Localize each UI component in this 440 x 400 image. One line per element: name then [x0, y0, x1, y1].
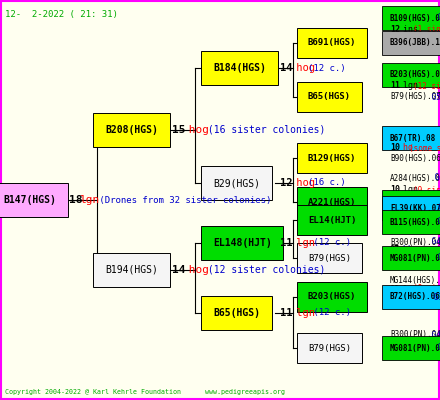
Text: 11: 11: [390, 82, 400, 90]
Text: B79(HGS): B79(HGS): [308, 344, 351, 352]
Text: B65(HGS): B65(HGS): [213, 308, 260, 318]
Text: B90(HGS).06: B90(HGS).06: [390, 154, 440, 162]
Text: (9 sister colonies): (9 sister colonies): [413, 186, 440, 194]
Text: B79(HGS).07: B79(HGS).07: [390, 92, 440, 102]
Text: 07: 07: [390, 338, 400, 346]
Text: G27 - B-xx43: G27 - B-xx43: [427, 154, 440, 162]
Text: B65(HGS): B65(HGS): [308, 92, 351, 102]
Text: 08: 08: [390, 284, 400, 294]
Text: (Drones from 32 sister colonies): (Drones from 32 sister colonies): [94, 196, 271, 204]
Text: (1 single colony): (1 single colony): [413, 26, 440, 34]
Text: G6 - MG00R: G6 - MG00R: [433, 276, 440, 284]
Text: G26 - Sinop62R: G26 - Sinop62R: [433, 38, 440, 48]
Text: 12: 12: [390, 26, 400, 34]
Text: (16 c.): (16 c.): [308, 178, 346, 188]
Text: B67(TR).08: B67(TR).08: [390, 134, 436, 142]
Text: 07: 07: [390, 246, 400, 254]
Text: EL39(KK).07: EL39(KK).07: [390, 204, 440, 212]
Text: 12: 12: [280, 178, 293, 188]
Text: lgn: lgn: [290, 238, 315, 248]
Text: ho: ho: [398, 144, 413, 152]
Text: B147(HGS): B147(HGS): [3, 195, 56, 205]
Text: B29(HGS): B29(HGS): [213, 178, 260, 188]
Text: EL148(HJT): EL148(HJT): [213, 238, 272, 248]
Text: lgn: lgn: [398, 186, 418, 194]
Text: MG081(PN).05: MG081(PN).05: [390, 254, 440, 262]
Text: G1 - Margret04R: G1 - Margret04R: [433, 344, 440, 352]
Text: (12 sister colonies): (12 sister colonies): [202, 265, 325, 275]
Text: Copyright 2004-2022 @ Karl Kehrle Foundation      www.pedigreeapis.org: Copyright 2004-2022 @ Karl Kehrle Founda…: [5, 389, 285, 395]
Text: B79(HGS): B79(HGS): [308, 254, 351, 262]
Text: G19 - Sinop72R: G19 - Sinop72R: [433, 218, 440, 226]
Text: (16 sister colonies): (16 sister colonies): [202, 125, 325, 135]
Text: B203(HGS).08: B203(HGS).08: [390, 70, 440, 80]
Text: B208(HGS): B208(HGS): [105, 125, 158, 135]
Text: lgn: lgn: [290, 308, 315, 318]
Text: hbpn: hbpn: [398, 338, 423, 346]
Text: B109(HGS).09: B109(HGS).09: [390, 14, 440, 22]
Text: G4 - Bayburt98-3: G4 - Bayburt98-3: [427, 238, 440, 246]
Text: (9 sister colonies): (9 sister colonies): [413, 210, 440, 220]
Text: 10: 10: [390, 210, 400, 220]
Text: G7 - MG00R: G7 - MG00R: [426, 134, 440, 142]
Text: G5 - Bayburt98-3: G5 - Bayburt98-3: [427, 92, 440, 102]
Text: 12-  2-2022 ( 21: 31): 12- 2-2022 ( 21: 31): [5, 10, 118, 19]
Text: hog: hog: [290, 178, 315, 188]
Text: 14: 14: [172, 265, 186, 275]
Text: B184(HGS): B184(HGS): [213, 63, 266, 73]
Text: MG144(HGS).06: MG144(HGS).06: [390, 276, 440, 284]
Text: B72(HGS).06: B72(HGS).06: [390, 292, 440, 302]
Text: G14 - AhosSt80R: G14 - AhosSt80R: [429, 292, 440, 302]
Text: MG081(PN).05: MG081(PN).05: [390, 344, 440, 352]
Text: (12 sister colonies): (12 sister colonies): [413, 82, 440, 90]
Text: (12 c.): (12 c.): [308, 238, 351, 248]
Text: hog: hog: [290, 63, 315, 73]
Text: lgn: lgn: [398, 82, 418, 90]
Text: 10: 10: [390, 144, 400, 152]
Text: 11: 11: [280, 238, 293, 248]
Text: (8 sister colonies): (8 sister colonies): [413, 284, 440, 294]
Text: B129(HGS): B129(HGS): [308, 154, 356, 162]
Text: hog: hog: [182, 265, 209, 275]
Text: G1 - Margret04R: G1 - Margret04R: [433, 254, 440, 262]
Text: A284(HGS).08: A284(HGS).08: [390, 174, 440, 182]
Text: 10: 10: [390, 186, 400, 194]
Text: hog: hog: [182, 125, 209, 135]
Text: (12 c.): (12 c.): [308, 64, 346, 72]
Text: 14: 14: [280, 63, 293, 73]
Text: lgn: lgn: [398, 210, 418, 220]
Text: hbpn: hbpn: [398, 246, 423, 254]
Text: EL14(HJT): EL14(HJT): [308, 216, 356, 224]
Text: G6 - Bayburt98-3: G6 - Bayburt98-3: [433, 14, 440, 22]
Text: B300(PN).04: B300(PN).04: [390, 330, 440, 340]
Text: (some sister colonies): (some sister colonies): [409, 144, 440, 152]
Text: A221(HGS): A221(HGS): [308, 198, 356, 206]
Text: lgn: lgn: [398, 284, 418, 294]
Text: G7 - MG00R: G7 - MG00R: [433, 70, 440, 80]
Text: 15: 15: [172, 125, 186, 135]
Text: B396(JBB).10: B396(JBB).10: [390, 38, 440, 48]
Text: B115(HGS).08: B115(HGS).08: [390, 198, 440, 206]
Text: lgn: lgn: [79, 195, 99, 205]
Text: (12 c.): (12 c.): [308, 308, 351, 318]
Text: 18: 18: [69, 195, 83, 205]
Text: G19 - Sinop72R: G19 - Sinop72R: [433, 198, 440, 206]
Text: G3 - Bozdag07R: G3 - Bozdag07R: [430, 174, 440, 182]
Text: B194(HGS): B194(HGS): [105, 265, 158, 275]
Text: B691(HGS): B691(HGS): [308, 38, 356, 48]
Text: G6 - not registe: G6 - not registe: [429, 204, 440, 212]
Text: G4 - Bayburt98-3: G4 - Bayburt98-3: [427, 330, 440, 340]
Text: B203(HGS): B203(HGS): [308, 292, 356, 302]
Text: 11: 11: [280, 308, 293, 318]
Text: ins: ins: [398, 26, 418, 34]
Text: B300(PN).04: B300(PN).04: [390, 238, 440, 246]
Text: B115(HGS).08: B115(HGS).08: [390, 218, 440, 226]
